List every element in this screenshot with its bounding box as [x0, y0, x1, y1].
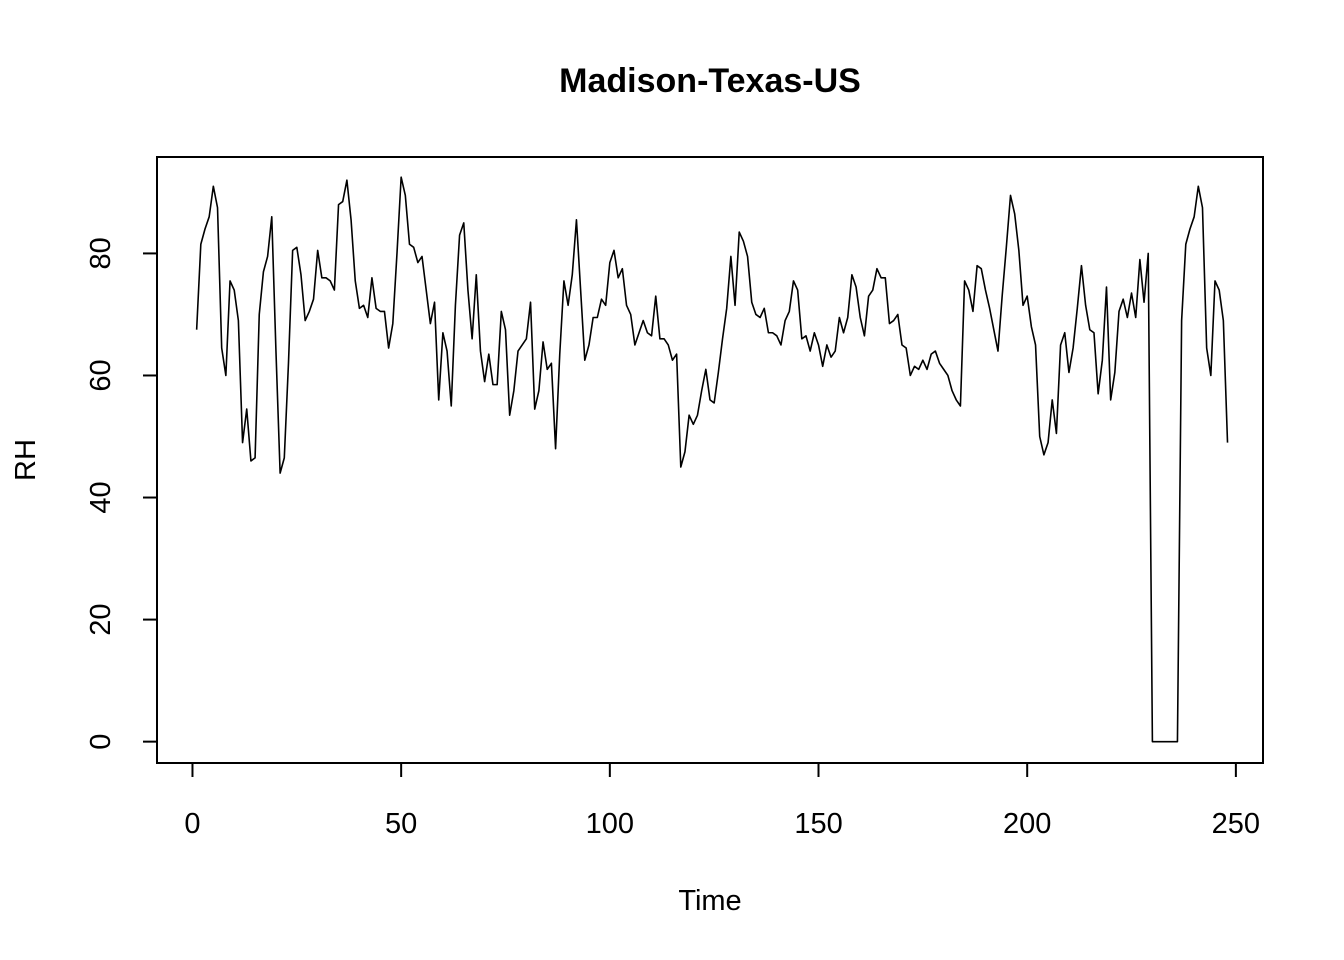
y-axis: 0 20 40 60 80 — [85, 237, 158, 750]
y-tick-label: 0 — [85, 734, 117, 750]
x-tick-label: 100 — [586, 808, 634, 840]
y-tick-label: 40 — [85, 481, 117, 513]
series-line — [195, 176, 1229, 743]
x-axis-label: Time — [678, 885, 741, 917]
y-tick-label: 80 — [85, 237, 117, 269]
x-tick-label: 50 — [385, 808, 417, 840]
x-tick-label: 0 — [184, 808, 200, 840]
y-tick-label: 20 — [85, 603, 117, 635]
x-axis: 0 50 100 150 200 250 — [184, 762, 1260, 840]
plot-frame — [156, 156, 1264, 764]
x-tick-label: 150 — [794, 808, 842, 840]
x-tick-label: 200 — [1003, 808, 1051, 840]
chart-title: Madison-Texas-US — [559, 62, 861, 100]
x-tick-label: 250 — [1212, 808, 1260, 840]
y-tick-label: 60 — [85, 359, 117, 391]
y-axis-label: RH — [10, 439, 42, 481]
